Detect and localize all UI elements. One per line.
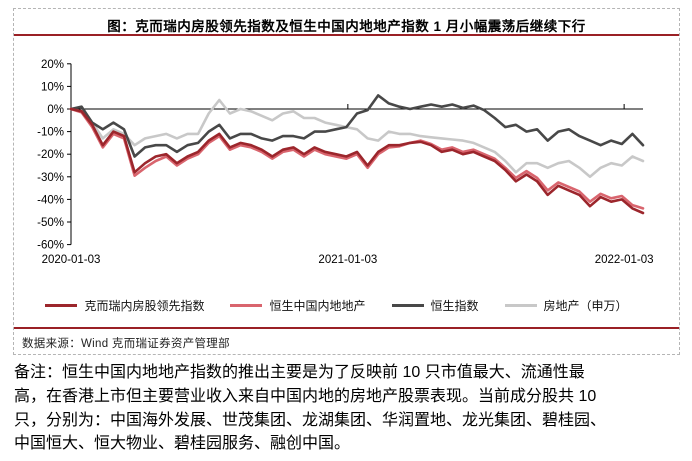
footnote-block: 备注：恒生中国内地地产指数的推出主要是为了反映前 10 只市值最大、流通性最 高… [14, 361, 680, 456]
x-tick-label: 2020-01-03 [42, 254, 101, 266]
sw-real-estate-line-swatch-icon [504, 304, 537, 307]
y-tick-label: 10% [41, 81, 64, 93]
footnote-line: 备注：恒生中国内地地产指数的推出主要是为了反映前 10 只市值最大、流通性最 [14, 364, 585, 381]
legend-item-cric-index: 克而瑞内房股领先指数 [45, 297, 204, 314]
footnote-line: 只，分别为：中国海外发展、世茂集团、龙湖集团、华润置地、龙光集团、碧桂园、 [14, 411, 607, 429]
y-tick-label: 20% [41, 59, 64, 71]
y-tick-label: -20% [37, 149, 64, 161]
chart-legend: 克而瑞内房股领先指数 恒生中国内地地产 恒生指数 房地产（申万） [14, 297, 679, 314]
legend-label: 恒生指数 [430, 299, 479, 313]
footnote-line: 高，在香港上市但主要营业收入来自中国内地的房地产股票表现。当前成分股共 10 [14, 387, 597, 405]
y-tick-label: -50% [37, 217, 64, 229]
series-line-恒生中国内地地产 [69, 107, 645, 210]
legend-item-sw-real-estate: 房地产（申万） [504, 297, 628, 314]
figure-frame: 图：克而瑞内房股领先指数及恒生中国内地地产指数 1 月小幅震荡后继续下行 20%… [13, 8, 680, 355]
cric-line-swatch-icon [45, 304, 78, 307]
legend-item-hs-mainland-property: 恒生中国内地地产 [230, 297, 366, 314]
series-line-房地产（申万） [69, 98, 645, 179]
title-divider-rule [14, 34, 679, 36]
y-tick-label: 0% [47, 104, 64, 116]
y-tick-label: -40% [37, 194, 64, 206]
data-source-text: 数据来源：Wind 克而瑞证券资产管理部 [22, 338, 230, 350]
x-tick-label: 2021-01-03 [318, 254, 377, 266]
y-tick-label: -60% [37, 240, 64, 252]
x-tick-label: 2022-01-03 [595, 254, 654, 266]
source-divider-rule [14, 327, 679, 329]
legend-label: 房地产（申万） [543, 299, 628, 313]
hang-seng-line-swatch-icon [391, 304, 424, 307]
footnote-line: 中国恒大、恒大物业、碧桂园服务、融创中国。 [14, 435, 351, 453]
series-line-克而瑞内房股领先指数 [69, 107, 645, 215]
hs-mainland-property-line-swatch-icon [230, 304, 263, 307]
legend-item-hang-seng-index: 恒生指数 [391, 297, 479, 314]
y-tick-label: -10% [37, 127, 64, 139]
legend-label: 恒生中国内地地产 [269, 299, 366, 313]
figure-title: 图：克而瑞内房股领先指数及恒生中国内地地产指数 1 月小幅震荡后继续下行 [107, 19, 586, 34]
legend-label: 克而瑞内房股领先指数 [84, 299, 205, 313]
y-tick-label: -30% [37, 172, 64, 184]
line-chart-plot: 20% 10% 0% -10% -20% -30% -40% -50% -60% 2020-01-… [37, 59, 654, 266]
series-line-恒生指数 [69, 94, 645, 158]
